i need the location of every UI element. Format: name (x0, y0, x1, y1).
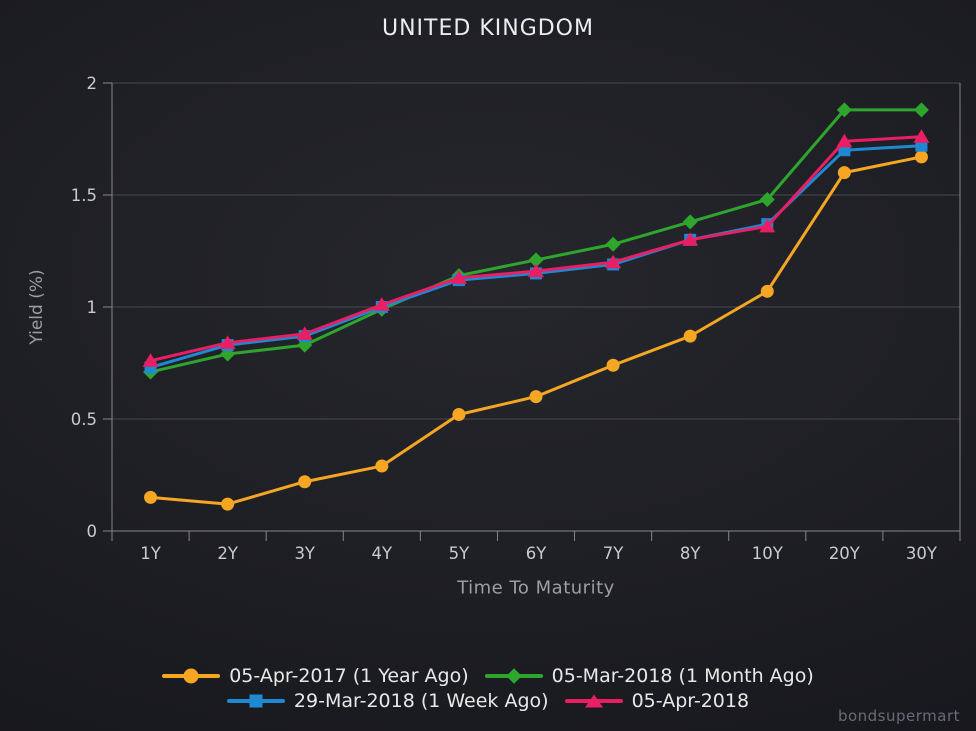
marker-diamond-1 (605, 236, 621, 252)
marker-triangle-3 (682, 232, 699, 246)
marker-triangle-3 (373, 297, 390, 311)
marker-triangle-3 (142, 353, 159, 367)
x-tick-label-8y: 8Y (680, 544, 701, 563)
chart-legend: 05-Apr-2017 (1 Year Ago) 05-Mar-2018 (1 M… (128, 663, 848, 713)
x-tick-label-7y: 7Y (603, 544, 624, 563)
y-tick-label: 0.5 (71, 410, 97, 429)
legend-item-3[interactable]: 05-Apr-2018 (564, 688, 750, 713)
legend-square-icon (226, 693, 285, 708)
marker-circle-0 (760, 284, 774, 298)
marker-triangle-3 (219, 335, 236, 349)
x-tick-label-10y: 10Y (752, 544, 784, 563)
x-tick-label-20y: 20Y (829, 544, 861, 563)
marker-diamond-1 (759, 191, 775, 207)
x-tick-label-30y: 30Y (906, 544, 938, 563)
legend-triangle-icon (564, 693, 623, 708)
series-line-1 (149, 108, 923, 374)
series-line-3 (149, 135, 923, 363)
x-tick-label-3y: 3Y (294, 544, 315, 563)
yield-curve-plot: 0 0.5 1 1.5 2 1Y 2Y 3Y 4Y 5Y 6Y 7Y 8Y 10Y 20Y 30Y (71, 74, 961, 563)
marker-circle-0 (529, 390, 543, 404)
legend-label: 05-Mar-2018 (1 Month Ago) (551, 664, 814, 687)
marker-diamond-1 (836, 102, 852, 118)
x-tick-label-6y: 6Y (526, 544, 547, 563)
legend-label: 29-Mar-2018 (1 Week Ago) (293, 689, 549, 712)
marker-triangle-3 (605, 254, 622, 269)
marker-circle-0 (452, 408, 466, 422)
x-tick-label-5y: 5Y (449, 544, 470, 563)
marker-circle-0 (837, 166, 851, 180)
marker-triangle-3 (450, 270, 467, 284)
marker-diamond-1 (913, 102, 929, 118)
marker-circle-0 (298, 475, 312, 489)
legend-diamond-icon (484, 667, 543, 684)
series-line-0 (149, 155, 923, 506)
legend-item-1[interactable]: 05-Mar-2018 (1 Month Ago) (484, 663, 814, 688)
marker-circle-0 (914, 150, 928, 164)
marker-circle-0 (375, 459, 389, 473)
y-tick-label: 1 (87, 298, 98, 317)
marker-triangle-3 (759, 218, 776, 233)
y-tick-label: 1.5 (71, 186, 97, 205)
marker-triangle-3 (836, 133, 853, 148)
legend-item-0[interactable]: 05-Apr-2017 (1 Year Ago) (162, 663, 469, 688)
marker-diamond-1 (528, 252, 544, 268)
marker-circle-0 (606, 358, 620, 372)
x-tick-label-4y: 4Y (372, 544, 393, 563)
chart-title: UNITED KINGDOM (382, 16, 594, 41)
marker-circle-0 (144, 490, 158, 504)
legend-label: 05-Apr-2017 (1 Year Ago) (229, 664, 469, 687)
marker-diamond-1 (682, 214, 698, 230)
marker-circle-0 (683, 329, 697, 343)
marker-triangle-3 (296, 326, 313, 340)
y-tick-label: 0 (87, 522, 98, 541)
legend-item-2[interactable]: 29-Mar-2018 (1 Week Ago) (226, 688, 549, 713)
marker-triangle-3 (913, 129, 930, 143)
watermark-bondsupermart: bondsupermart (837, 707, 960, 725)
x-tick-label-2y: 2Y (217, 544, 238, 563)
x-tick-label-1y: 1Y (140, 544, 161, 563)
marker-triangle-3 (528, 263, 544, 278)
marker-circle-0 (221, 497, 235, 511)
legend-label: 05-Apr-2018 (631, 689, 750, 712)
y-tick-label: 2 (87, 74, 98, 93)
x-axis-title: Time To Maturity (457, 577, 615, 599)
legend-circle-icon (162, 668, 221, 683)
